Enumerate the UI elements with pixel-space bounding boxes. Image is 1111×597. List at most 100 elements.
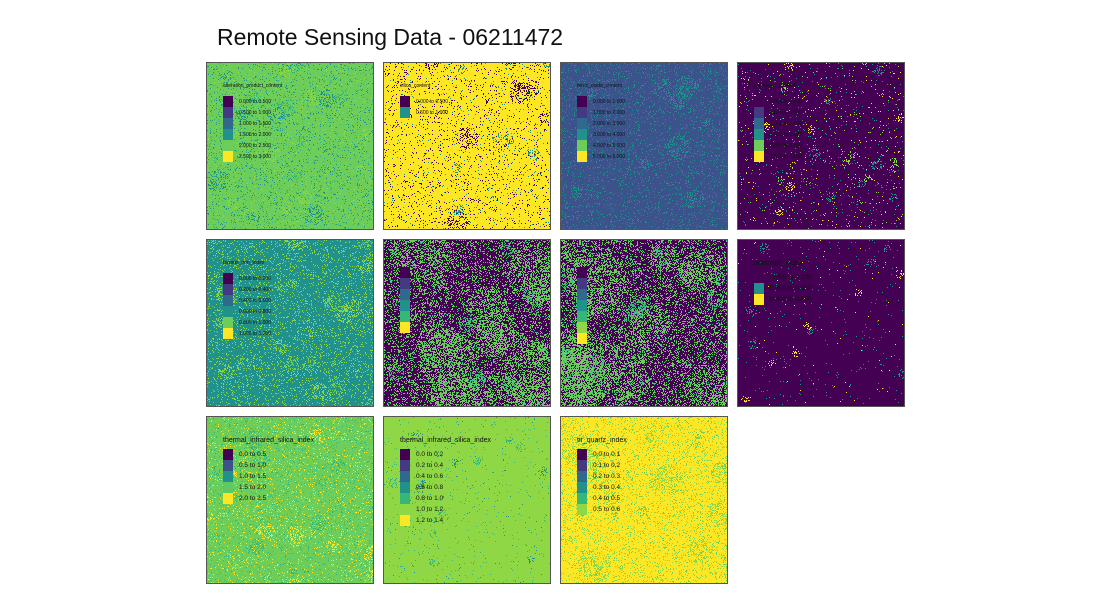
legend-item: 0.4 to 0.6 bbox=[400, 471, 491, 482]
legend-item: 0.3 to 0.4 bbox=[577, 482, 627, 493]
legend-item: 1.000 to 2.000 bbox=[577, 107, 625, 118]
legend-label: 0.800 to 1.000 bbox=[239, 319, 271, 326]
raster-image bbox=[207, 417, 373, 583]
legend-swatch bbox=[400, 311, 410, 322]
legend-swatch bbox=[577, 267, 587, 278]
raster-image bbox=[738, 240, 904, 406]
legend-swatch bbox=[577, 460, 587, 471]
legend-label: 0.400 to 0.600 bbox=[239, 297, 271, 304]
legend-label: 0.000 to 0.200 bbox=[770, 274, 812, 281]
map-panel-2: silica_content 0.000 to 0.500 0.500 to 1.0… bbox=[383, 62, 551, 230]
legend-item: 0.6 to 0.8 bbox=[400, 482, 491, 493]
legend-label: 2.000 to 2.500 bbox=[770, 142, 802, 149]
legend-item bbox=[400, 289, 416, 300]
map-legend: ferric_oxide_content 0.000 to 1.000 1.000 … bbox=[577, 83, 625, 162]
legend-item: 0.200 to 0.400 bbox=[223, 284, 271, 295]
legend-swatch bbox=[577, 118, 587, 129]
raster-image bbox=[561, 63, 727, 229]
legend-item: 0.1 to 0.2 bbox=[577, 460, 627, 471]
legend-label: 0.000 to 0.500 bbox=[416, 98, 448, 105]
legend-item: 2.0 to 2.5 bbox=[223, 493, 314, 504]
legend-swatch bbox=[754, 96, 764, 107]
legend-label: 0.2 to 0.4 bbox=[416, 462, 444, 469]
legend-label: 0.4 to 0.5 bbox=[593, 495, 621, 502]
legend-item bbox=[400, 278, 416, 289]
map-panel-5: ferrous_iron_index 0.000 to 0.200 0.200 to… bbox=[206, 239, 374, 407]
legend-item: 0.4 to 0.5 bbox=[577, 493, 627, 504]
legend-item: 0.400 to 0.600 bbox=[754, 294, 812, 305]
legend-swatch bbox=[577, 96, 587, 107]
legend-item: 0.000 to 0.200 bbox=[754, 272, 812, 283]
legend-item: 1.500 to 2.000 bbox=[754, 129, 802, 140]
legend-item: 0.0 to 0.5 bbox=[223, 449, 314, 460]
legend-swatch bbox=[400, 482, 410, 493]
legend-label: 0.0 to 0.5 bbox=[239, 451, 267, 458]
raster-image bbox=[384, 417, 550, 583]
legend-swatch bbox=[754, 107, 764, 118]
legend-title: carbonate_content bbox=[754, 83, 796, 89]
legend-item: 0.0 to 0.2 bbox=[400, 449, 491, 460]
raster-image bbox=[384, 240, 550, 406]
legend-label: 1.000 to 1.500 bbox=[239, 120, 271, 127]
map-legend: thermal_infrared_silica_index 0.0 to 0.2 0… bbox=[400, 437, 491, 526]
legend-swatch bbox=[754, 140, 764, 151]
legend-item: 4.000 to 5.000 bbox=[577, 140, 625, 151]
legend-item: 0.0 to 0.1 bbox=[577, 449, 627, 460]
legend-item: 0.000 to 0.500 bbox=[754, 96, 802, 107]
legend-swatch bbox=[400, 96, 410, 107]
legend-label: 1.500 to 2.000 bbox=[770, 131, 802, 138]
legend-swatch bbox=[223, 306, 233, 317]
legend-swatch bbox=[223, 107, 233, 118]
map-panel-7 bbox=[560, 239, 728, 407]
legend-item: 0.000 to 0.500 bbox=[400, 96, 448, 107]
legend-label: 0.4 to 0.6 bbox=[416, 473, 444, 480]
map-panel-8: dolomitic_index 0.000 to 0.200 0.200 to 0.… bbox=[737, 239, 905, 407]
legend-label: 0.5 to 0.6 bbox=[593, 506, 621, 513]
legend-swatch bbox=[754, 283, 764, 294]
legend-label: 1.2 to 1.4 bbox=[416, 517, 444, 524]
legend-item bbox=[577, 300, 593, 311]
legend-label: 0.1 to 0.2 bbox=[593, 462, 621, 469]
legend-label: 0.0 to 0.1 bbox=[593, 451, 621, 458]
legend-swatch bbox=[577, 107, 587, 118]
legend-item bbox=[400, 300, 416, 311]
legend-item: 0.500 to 1.000 bbox=[223, 107, 282, 118]
map-panel-4: carbonate_content 0.000 to 0.500 0.500 to … bbox=[737, 62, 905, 230]
legend-item: 5.000 to 6.000 bbox=[577, 151, 625, 162]
legend-title: ferric_oxide_content bbox=[577, 83, 623, 89]
legend-item: 3.000 to 4.000 bbox=[577, 129, 625, 140]
legend-swatch bbox=[577, 311, 587, 322]
raster-image bbox=[561, 240, 727, 406]
legend-label: 0.000 to 0.500 bbox=[770, 98, 802, 105]
map-legend: carbonate_content 0.000 to 0.500 0.500 to … bbox=[754, 83, 802, 162]
legend-item: 2.500 to 3.000 bbox=[754, 151, 802, 162]
legend-item bbox=[577, 278, 593, 289]
legend-label: 3.000 to 4.000 bbox=[593, 131, 625, 138]
legend-item: 1.000 to 1.200 bbox=[223, 328, 271, 339]
legend-swatch bbox=[577, 300, 587, 311]
legend-label: 1.0 to 1.2 bbox=[416, 506, 444, 513]
legend-swatch bbox=[577, 482, 587, 493]
legend-swatch bbox=[577, 471, 587, 482]
legend-swatch bbox=[223, 295, 233, 306]
legend-swatch bbox=[400, 493, 410, 504]
legend-swatch bbox=[400, 449, 410, 460]
legend-item bbox=[577, 267, 593, 278]
legend-item bbox=[400, 322, 416, 333]
legend-label: 0.600 to 0.800 bbox=[239, 308, 271, 315]
legend-swatch bbox=[577, 493, 587, 504]
legend-swatch bbox=[223, 493, 233, 504]
legend-label: 0.6 to 0.8 bbox=[416, 484, 444, 491]
map-panel-11: tir_quartz_index 0.0 to 0.1 0.1 to 0.2 0.2 … bbox=[560, 416, 728, 584]
legend-swatch bbox=[400, 107, 410, 118]
legend-label: 2.500 to 3.000 bbox=[770, 153, 802, 160]
legend-label: 0.5 to 1.0 bbox=[239, 462, 267, 469]
legend-swatch bbox=[223, 129, 233, 140]
legend-label: 2.0 to 2.5 bbox=[239, 495, 267, 502]
map-legend bbox=[577, 260, 593, 344]
legend-label: 0.500 to 1.000 bbox=[770, 109, 802, 116]
legend-swatch bbox=[223, 482, 233, 493]
legend-swatch bbox=[577, 278, 587, 289]
legend-swatch bbox=[754, 151, 764, 162]
legend-label: 0.0 to 0.2 bbox=[416, 451, 444, 458]
